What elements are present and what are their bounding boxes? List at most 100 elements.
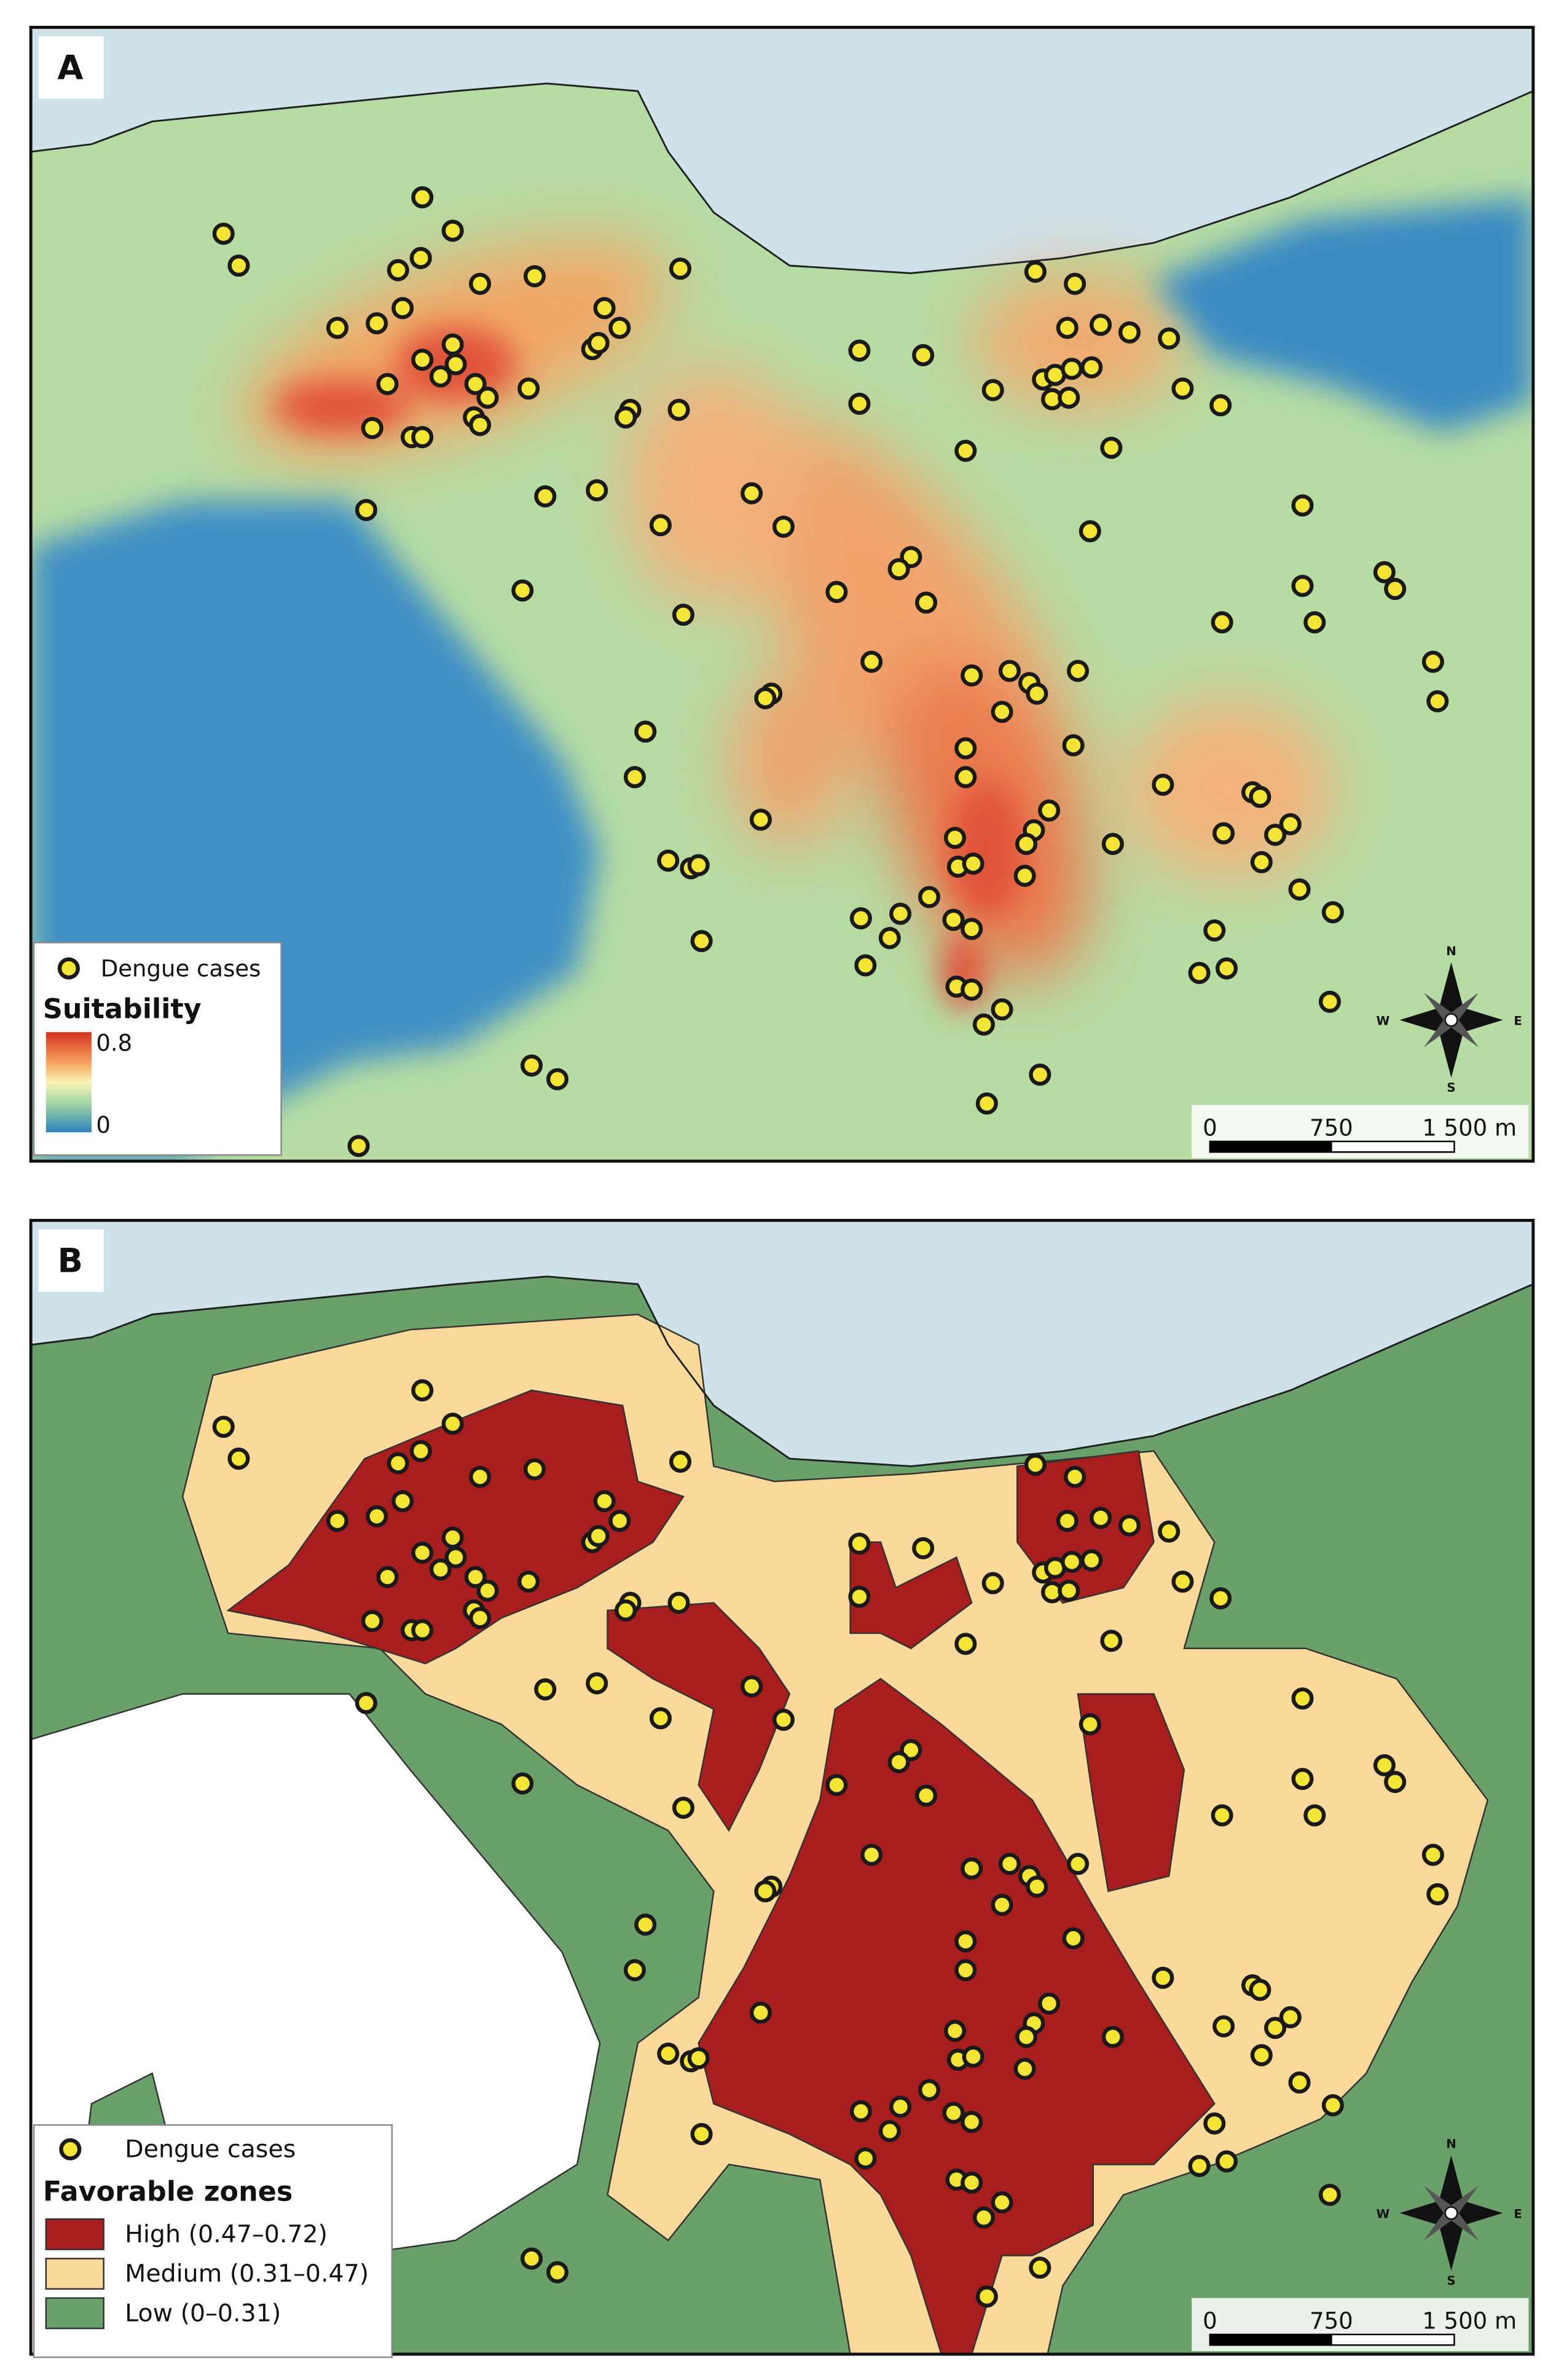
dengue-case: [441, 1413, 464, 1435]
dengue-case: [1188, 2154, 1211, 2177]
dengue-case: [1101, 2025, 1124, 2048]
dengue-case: [623, 766, 646, 789]
dengue-case: [411, 349, 434, 371]
dengue-case: [657, 2043, 680, 2065]
dengue-case: [1373, 1754, 1396, 1776]
dengue-case: [409, 246, 432, 269]
dengue-case: [657, 849, 680, 872]
peak: [949, 781, 1025, 918]
dengue-case: [212, 223, 235, 245]
peak: [941, 933, 987, 1010]
dengue-case: [1250, 851, 1273, 873]
dengue-case: [411, 1379, 434, 1401]
dengue-case: [546, 1068, 569, 1090]
dengue-case: [854, 2147, 877, 2170]
dengue-case: [1288, 878, 1311, 901]
dengue-case: [534, 485, 557, 508]
dengue-case: [1015, 2025, 1038, 2048]
coastline: [31, 1275, 1533, 1467]
dengue-case: [1384, 578, 1407, 601]
high-zone: [1077, 1693, 1185, 1893]
dengue-case: [860, 650, 883, 673]
dengue-case: [943, 827, 967, 849]
dengue-case: [1212, 822, 1235, 845]
dengue-case: [918, 886, 941, 908]
dengue-case: [649, 1707, 672, 1730]
dengue-case: [1203, 919, 1226, 942]
dengue-case: [1101, 832, 1124, 856]
dengue-case: [1152, 1966, 1174, 1989]
dengue-case: [534, 1678, 557, 1701]
legend-symbol: [57, 957, 80, 980]
dengue-case: [954, 737, 977, 760]
legend-swatch: [45, 2218, 104, 2250]
dengue-case: [942, 2102, 965, 2124]
high-zone: [849, 1541, 973, 1650]
dengue-case: [1188, 961, 1211, 984]
panel-label: B: [58, 1242, 83, 1280]
dengue-case: [1062, 734, 1085, 757]
dengue-case: [1062, 1927, 1085, 1950]
dengue-case: [998, 660, 1021, 682]
dengue-case: [954, 1633, 977, 1655]
dengue-case: [669, 258, 692, 280]
dengue-case: [887, 1751, 910, 1773]
dengue-case: [825, 1773, 848, 1797]
hotspot: [729, 668, 851, 850]
dengue-case: [1026, 682, 1048, 705]
dengue-case: [1426, 690, 1449, 712]
dengue-case: [411, 1542, 434, 1564]
dengue-case: [1067, 1853, 1090, 1875]
dengue-case: [981, 1572, 1004, 1594]
scale-segment: [1330, 1140, 1455, 1153]
dengue-case: [441, 219, 464, 242]
dengue-case: [1318, 2183, 1341, 2206]
dengue-case: [1279, 2006, 1302, 2028]
dengue-case: [1090, 1507, 1112, 1529]
panel-frame: [29, 25, 1535, 1163]
dengue-case: [476, 1579, 499, 1602]
dengue-case: [227, 254, 250, 277]
scale-label: 0: [1203, 1115, 1217, 1141]
compass-letter: S: [1447, 2274, 1455, 2288]
compass-letter: E: [1514, 2207, 1522, 2221]
dengue-case: [741, 1675, 763, 1698]
dengue-case: [411, 186, 434, 209]
dengue-case: [1100, 436, 1123, 459]
dengue-case: [741, 482, 763, 505]
dengue-case: [1038, 799, 1061, 822]
dengue-case: [511, 1772, 534, 1795]
sea: [31, 1220, 1533, 1467]
dengue-case: [1211, 1804, 1233, 1827]
dengue-case: [1152, 773, 1174, 796]
compass-letter: N: [1446, 2137, 1456, 2151]
panel-label: A: [57, 49, 83, 87]
dengue-case: [1216, 2150, 1238, 2173]
dengue-case: [961, 979, 983, 1001]
dengue-case: [1026, 1875, 1048, 1898]
dengue-case: [615, 1599, 637, 1622]
panel-label-box: [38, 36, 104, 99]
scale-label: 750: [1310, 2308, 1353, 2335]
dengue-case: [586, 1672, 608, 1695]
dengue-case: [1064, 1465, 1087, 1488]
dengue-case: [441, 333, 464, 356]
dengue-case: [464, 1566, 487, 1588]
dengue-case: [954, 1959, 977, 1982]
dengue-case: [975, 2285, 998, 2308]
dengue-case: [772, 515, 795, 538]
dengue-case: [1015, 832, 1038, 856]
dengue-case: [1421, 1843, 1444, 1866]
dengue-case: [1056, 317, 1079, 339]
dengue-case: [361, 417, 383, 439]
dengue-case: [991, 2191, 1013, 2214]
dengue-case: [1024, 260, 1047, 283]
dengue-case: [517, 1570, 540, 1593]
high-zone: [607, 1602, 791, 1832]
legend-swatch: [45, 2297, 104, 2330]
dengue-case: [517, 377, 540, 400]
dengue-case: [1038, 1992, 1061, 2015]
dengue-case: [961, 2111, 983, 2134]
scale-label: 1 500 m: [1422, 1115, 1517, 1141]
dengue-case: [1209, 394, 1232, 417]
